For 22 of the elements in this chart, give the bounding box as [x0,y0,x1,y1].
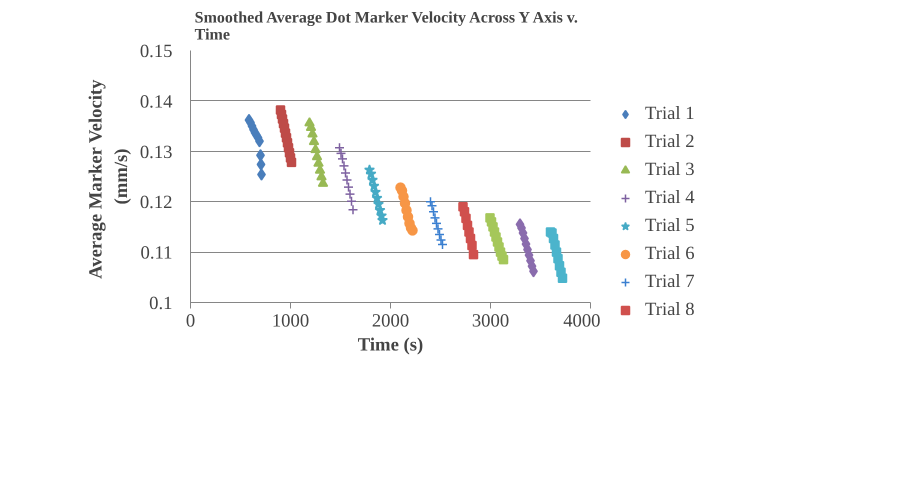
legend-label: Trial 1 [645,103,695,125]
legend-label: Trial 4 [645,187,695,209]
chart-title: Smoothed Average Dot Marker Velocity Across Y Axis v. Time [194,10,578,44]
x-tick-label: 1000 [272,310,310,332]
y-tick-label: 0.1 [149,293,173,314]
legend-label: Trial 8 [645,299,695,321]
y-tick-label: 0.15 [140,41,173,62]
x-tick-label: 4000 [563,310,600,332]
legend-label: Trial 6 [645,243,695,265]
y-tick-label: 0.14 [140,91,174,112]
x-axis-title: Time (s) [358,334,424,356]
y-tick-label: 0.13 [140,142,173,163]
legend-label: Trial 7 [645,271,695,293]
y-tick-label: 0.12 [140,192,173,214]
legend-label: Trial 5 [645,215,695,237]
x-tick-label: 3000 [472,310,510,332]
y-axis-title: Average Marker Velocity (mm/s) [86,78,132,279]
y-tick-label: 0.11 [140,242,173,264]
x-tick-label: 2000 [372,310,410,332]
x-tick-label: 0 [186,310,196,332]
legend-label: Trial 3 [645,159,695,181]
legend-label: Trial 2 [645,131,695,153]
